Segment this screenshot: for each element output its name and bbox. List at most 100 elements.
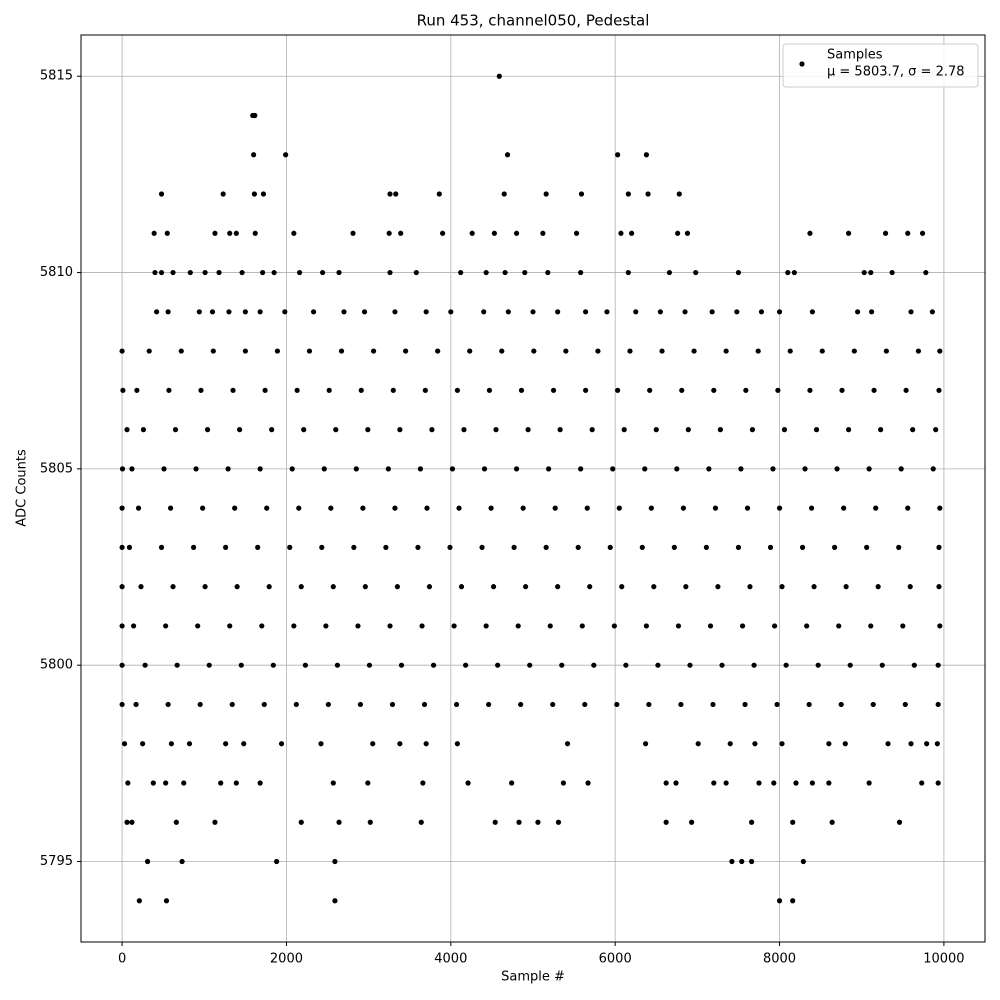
point	[809, 780, 816, 786]
point	[448, 309, 454, 315]
point	[744, 505, 751, 511]
point	[723, 780, 729, 786]
point	[619, 584, 625, 590]
point	[291, 623, 297, 629]
point	[776, 898, 783, 904]
point	[543, 544, 549, 550]
point	[615, 152, 621, 158]
point	[785, 269, 791, 276]
point	[937, 623, 943, 629]
point	[587, 584, 593, 590]
y-tick-label: 5815	[40, 69, 73, 84]
point	[727, 741, 733, 747]
point	[227, 230, 233, 236]
point	[826, 780, 832, 786]
point	[370, 741, 376, 747]
point	[161, 466, 167, 472]
point	[501, 191, 507, 197]
point	[259, 623, 265, 629]
point	[855, 309, 861, 315]
point	[357, 701, 364, 708]
point	[645, 191, 651, 197]
point	[138, 584, 144, 590]
point	[522, 269, 528, 276]
point	[851, 348, 857, 354]
legend-subtitle: μ = 5803.7, σ = 2.78	[827, 65, 965, 80]
point	[907, 584, 913, 590]
point	[423, 309, 429, 315]
point	[495, 662, 501, 668]
point	[136, 898, 142, 904]
point	[923, 269, 929, 276]
point	[260, 269, 266, 276]
point	[360, 505, 366, 511]
point	[150, 780, 156, 786]
point	[163, 780, 169, 786]
point	[547, 623, 553, 629]
point	[674, 466, 680, 472]
point	[935, 701, 941, 708]
point	[749, 858, 755, 865]
point	[530, 309, 536, 315]
y-axis-label: ADC Counts	[15, 449, 30, 527]
point	[202, 584, 208, 590]
point	[294, 387, 300, 393]
point	[896, 544, 902, 550]
point	[871, 387, 877, 393]
point	[504, 152, 511, 158]
point	[520, 505, 526, 511]
point	[767, 544, 774, 550]
point	[575, 544, 581, 550]
point	[200, 505, 206, 511]
point	[933, 427, 939, 433]
point	[648, 505, 654, 511]
point	[252, 112, 258, 119]
point	[623, 662, 629, 668]
point	[651, 584, 657, 590]
point	[334, 662, 341, 668]
x-tick-label: 0	[118, 952, 126, 967]
point	[934, 741, 940, 747]
point	[807, 387, 813, 393]
point	[585, 780, 591, 786]
point	[269, 427, 275, 433]
point	[398, 662, 405, 668]
point	[140, 427, 147, 433]
point	[266, 584, 272, 590]
point	[550, 701, 556, 708]
point	[190, 544, 197, 550]
point	[604, 309, 610, 315]
point	[461, 427, 467, 433]
point	[158, 544, 165, 550]
x-tick-label: 10000	[923, 952, 964, 967]
point	[187, 269, 193, 276]
point	[196, 309, 202, 315]
point	[170, 269, 176, 276]
point	[555, 309, 561, 315]
point	[271, 269, 277, 276]
point	[274, 348, 281, 354]
point	[742, 701, 748, 708]
point	[223, 741, 229, 747]
point	[527, 662, 533, 668]
point	[678, 701, 684, 708]
point	[618, 230, 624, 236]
point	[802, 466, 808, 472]
point	[319, 544, 325, 550]
point	[328, 505, 334, 511]
point	[255, 544, 261, 550]
point	[834, 466, 840, 472]
x-tick-label: 4000	[434, 952, 467, 967]
point	[772, 623, 778, 629]
point	[119, 662, 125, 668]
point	[749, 427, 756, 433]
point	[595, 348, 601, 354]
point	[908, 309, 914, 315]
point	[458, 584, 465, 590]
point	[531, 348, 537, 354]
point	[447, 544, 453, 550]
point	[900, 623, 906, 629]
point	[642, 466, 648, 472]
